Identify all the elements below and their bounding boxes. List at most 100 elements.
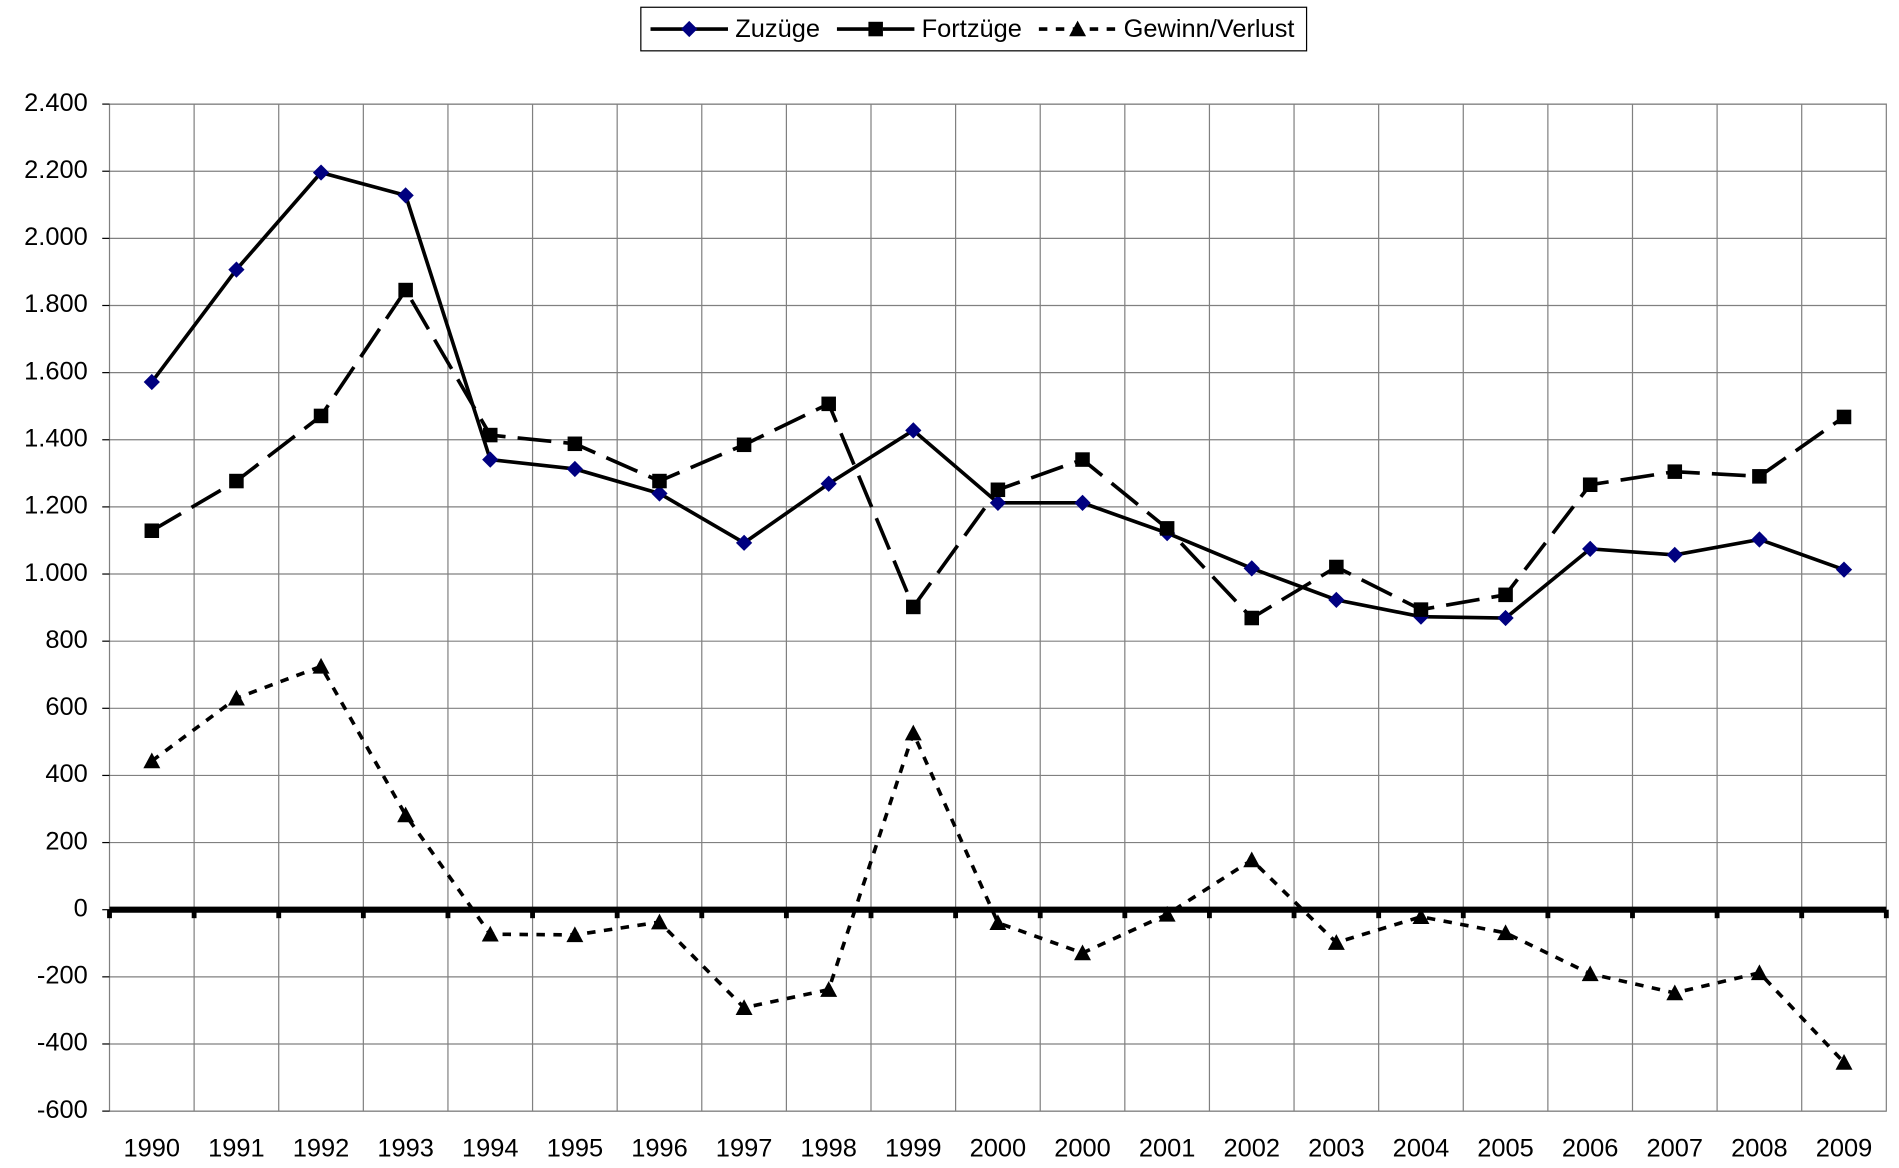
y-tick-label: 600 (45, 693, 87, 721)
marker (906, 599, 921, 615)
marker (1243, 851, 1261, 868)
x-tick-label: 1999 (885, 1135, 942, 1163)
legend: Zuzüge Fortzüge Gewinn/Verlust (640, 6, 1308, 52)
x-tick-label: 2008 (1731, 1135, 1788, 1163)
marker (1498, 587, 1513, 603)
marker (1581, 965, 1599, 982)
y-tick-label: 2.200 (24, 156, 88, 184)
marker (1158, 905, 1176, 922)
legend-label: Gewinn/Verlust (1124, 15, 1295, 43)
x-tick-label: 2000 (1054, 1135, 1111, 1163)
marker (1750, 964, 1768, 981)
x-tick-label: 1997 (716, 1135, 773, 1163)
x-tick-label: 1998 (800, 1135, 857, 1163)
marker (1329, 559, 1344, 575)
marker (1667, 464, 1683, 479)
marker (228, 261, 245, 278)
x-tick-label: 2001 (1139, 1135, 1196, 1163)
y-tick-label: 1.200 (24, 492, 88, 520)
y-tick-label: 0 (74, 894, 88, 922)
marker (1074, 944, 1091, 961)
marker (735, 999, 753, 1015)
marker (1582, 477, 1598, 493)
marker (1752, 469, 1767, 484)
marker (566, 460, 583, 478)
marker (1751, 531, 1768, 548)
marker (567, 436, 583, 452)
marker (482, 451, 499, 468)
x-tick-label: 1995 (547, 1135, 604, 1163)
x-tick-label: 1993 (377, 1135, 434, 1163)
marker (1244, 610, 1260, 626)
marker (820, 475, 837, 492)
marker (1328, 591, 1345, 608)
marker (312, 164, 330, 181)
marker (1836, 409, 1852, 425)
marker (481, 925, 499, 942)
marker (1835, 561, 1853, 578)
y-tick-label: 1.800 (24, 290, 88, 318)
marker (820, 981, 838, 997)
y-tick-label: -400 (37, 1029, 88, 1057)
marker (651, 913, 668, 930)
marker (989, 914, 1007, 931)
marker (1666, 984, 1684, 1001)
marker (482, 427, 498, 443)
x-tick-label: 1990 (124, 1135, 181, 1163)
y-tick-label: 1.000 (24, 559, 88, 587)
marker (1243, 560, 1260, 577)
marker (227, 689, 245, 706)
marker (1835, 1053, 1853, 1070)
x-tick-label: 2005 (1477, 1135, 1534, 1163)
marker (990, 482, 1006, 498)
y-tick-label: -200 (37, 962, 88, 990)
x-tick-label: 2004 (1393, 1135, 1450, 1163)
marker (313, 408, 329, 424)
marker (1327, 934, 1345, 950)
x-tick-label: 2006 (1562, 1135, 1619, 1163)
marker (651, 485, 668, 502)
marker (821, 396, 836, 412)
y-tick-label: 800 (45, 626, 87, 654)
marker (1497, 609, 1514, 627)
y-tick-label: 200 (45, 827, 87, 855)
x-tick-label: 2009 (1816, 1135, 1873, 1163)
marker (1412, 908, 1430, 925)
marker (1069, 20, 1087, 37)
x-tick-label: 1992 (293, 1135, 350, 1163)
x-tick-label: 2003 (1308, 1135, 1365, 1163)
marker (736, 437, 752, 453)
marker (1666, 546, 1683, 564)
y-tick-label: 400 (45, 760, 87, 788)
marker (681, 20, 698, 38)
marker (1582, 540, 1599, 557)
marker (143, 373, 160, 391)
x-tick-label: 2000 (970, 1135, 1027, 1163)
y-tick-label: 2.000 (24, 223, 88, 251)
marker (143, 752, 161, 769)
y-tick-label: 1.600 (24, 357, 88, 385)
marker (905, 422, 922, 439)
marker (1497, 924, 1515, 941)
marker (1413, 602, 1429, 617)
legend-label: Zuzüge (735, 15, 820, 43)
y-tick-label: 1.400 (24, 424, 88, 452)
x-tick-label: 1991 (208, 1135, 265, 1163)
x-tick-label: 1994 (462, 1135, 519, 1163)
plot-area (108, 103, 1887, 1112)
x-tick-label: 2002 (1223, 1135, 1280, 1163)
series-line (150, 664, 1846, 1064)
marker (312, 657, 330, 674)
marker (144, 523, 160, 538)
marker (989, 494, 1007, 511)
marker (397, 187, 414, 204)
x-tick-label: 2007 (1647, 1135, 1704, 1163)
legend-label: Fortzüge (922, 15, 1022, 43)
marker (398, 282, 413, 298)
y-tick-label: -600 (37, 1096, 88, 1124)
marker (904, 724, 922, 741)
marker (1074, 494, 1091, 511)
marker (652, 473, 667, 489)
marker (735, 534, 753, 551)
